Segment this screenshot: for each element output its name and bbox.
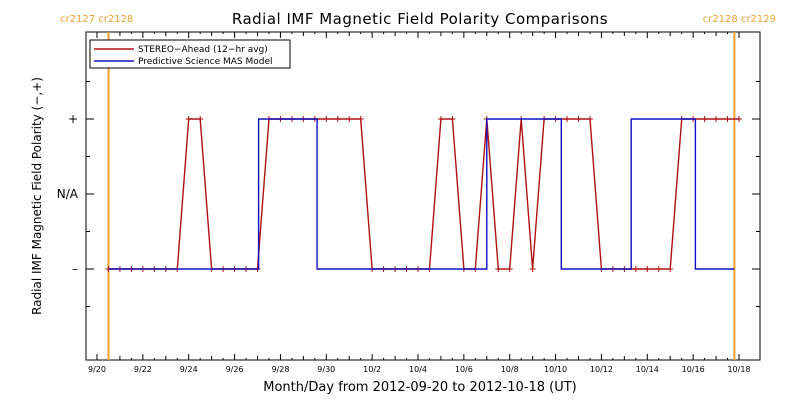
- data-point: [713, 116, 720, 122]
- data-point: [586, 116, 593, 122]
- x-tick-label: 10/16: [682, 365, 705, 374]
- x-tick-label: 9/20: [88, 365, 106, 374]
- carrington-marker-left-label: cr2127 cr2128: [60, 14, 133, 25]
- x-tick-label: 10/10: [544, 365, 567, 374]
- data-point: [644, 266, 651, 272]
- data-point: [334, 116, 341, 122]
- series-line-1: [108, 118, 735, 270]
- data-point: [346, 116, 353, 122]
- y-axis-label: Radial IMF Magnetic Field Polarity (−,+): [30, 77, 44, 315]
- x-tick-label: 10/4: [409, 365, 427, 374]
- data-point: [506, 266, 513, 272]
- legend: STEREO−Ahead (12−hr avg) Predictive Scie…: [89, 39, 291, 69]
- data-point: [197, 116, 204, 122]
- data-point: [357, 116, 364, 122]
- data-point: [449, 116, 456, 122]
- data-point: [701, 116, 708, 122]
- data-point: [655, 266, 662, 272]
- data-point: [724, 116, 731, 122]
- carrington-marker-right-label: cr2128 cr2129: [703, 14, 776, 25]
- legend-box: [89, 39, 291, 69]
- x-tick-label: 10/8: [501, 365, 519, 374]
- y-tick-label: N/A: [57, 187, 79, 201]
- y-tick-label: +: [68, 112, 78, 126]
- data-point: [437, 116, 444, 122]
- data-point: [185, 116, 192, 122]
- x-axis-label: Month/Day from 2012-09-20 to 2012-10-18 …: [263, 380, 576, 395]
- carrington-marker-lines: [107, 32, 736, 360]
- x-tick-label: 9/24: [180, 365, 198, 374]
- series-line-0: [108, 118, 739, 270]
- data-point: [564, 116, 571, 122]
- data-point: [632, 266, 639, 272]
- data-point: [667, 266, 674, 272]
- x-tick-label: 9/28: [271, 365, 289, 374]
- data-point: [575, 116, 582, 122]
- x-tick-label: 9/26: [226, 365, 244, 374]
- legend-label-model: Predictive Science MAS Model: [138, 57, 273, 67]
- series-layer: [105, 116, 742, 272]
- x-axis-ticks: 9/20 9/22 9/24 9/26 9/28 9/30 10/2 10/4 10/6 10/8…: [88, 32, 751, 374]
- chart-title: Radial IMF Magnetic Field Polarity Compa…: [232, 10, 608, 28]
- x-tick-label: 9/22: [134, 365, 152, 374]
- x-tick-label: 9/30: [317, 365, 335, 374]
- x-tick-label: 10/12: [590, 365, 613, 374]
- y-axis-ticks: + N/A –: [57, 81, 760, 307]
- x-tick-label: 10/2: [363, 365, 381, 374]
- data-point: [529, 266, 536, 272]
- y-tick-label: –: [72, 262, 78, 276]
- legend-label-stereo: STEREO−Ahead (12−hr avg): [138, 45, 268, 55]
- data-point: [323, 116, 330, 122]
- x-tick-label: 10/18: [727, 365, 750, 374]
- plot-area: [85, 31, 761, 361]
- data-point: [736, 116, 742, 122]
- x-tick-label: 10/14: [636, 365, 659, 374]
- data-point: [495, 266, 502, 272]
- x-tick-label: 10/6: [455, 365, 473, 374]
